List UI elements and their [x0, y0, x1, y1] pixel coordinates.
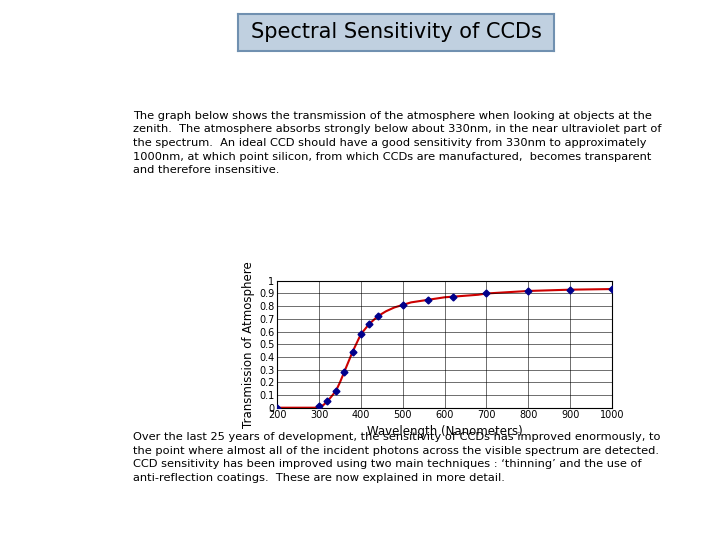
Text: Spectral Sensitivity of CCDs: Spectral Sensitivity of CCDs	[251, 22, 541, 43]
Y-axis label: Transmission of Atmosphere: Transmission of Atmosphere	[242, 261, 255, 428]
X-axis label: Wavelength (Nanometers): Wavelength (Nanometers)	[366, 424, 523, 437]
Text: The graph below shows the transmission of the atmosphere when looking at objects: The graph below shows the transmission o…	[133, 111, 662, 175]
Text: Over the last 25 years of development, the sensitivity of CCDs has improved enor: Over the last 25 years of development, t…	[133, 432, 661, 483]
